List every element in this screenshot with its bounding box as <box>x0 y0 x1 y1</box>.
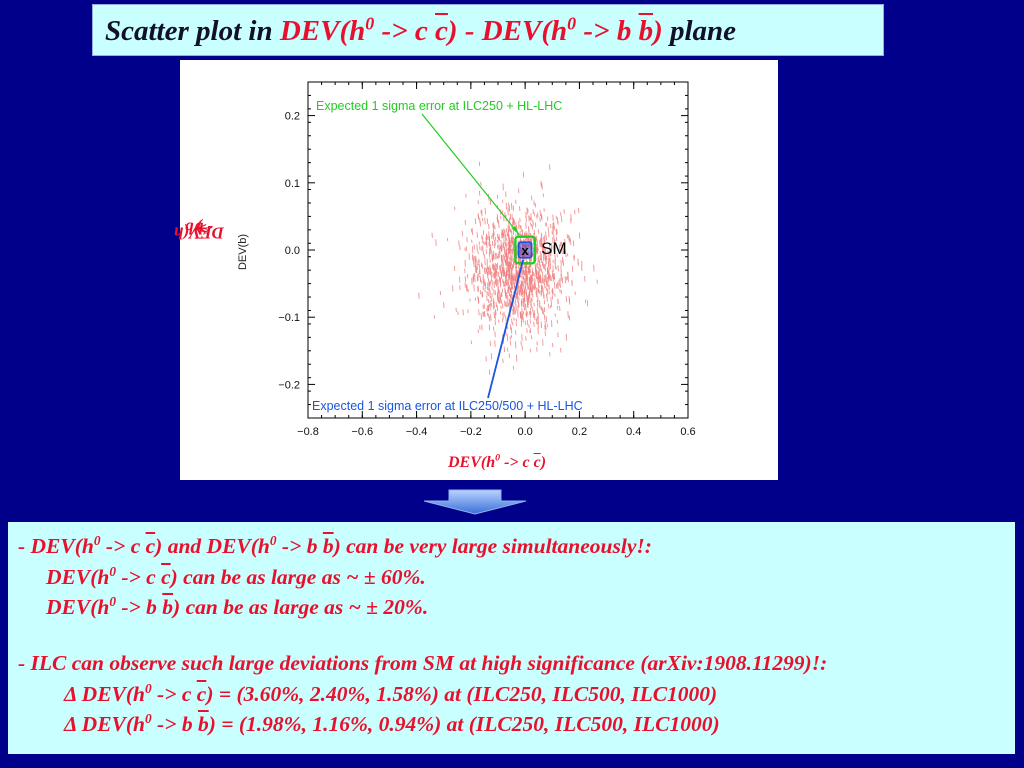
green-annotation: Expected 1 sigma error at ILC250 + HL-LH… <box>316 99 562 113</box>
y-tick-label: 0.1 <box>285 178 300 190</box>
x-tick-label: 0.6 <box>680 426 695 438</box>
y-tick-label: 0.0 <box>285 245 300 257</box>
slide-title: Scatter plot in DEV(h0 -> c c) - DEV(h0 … <box>105 13 737 48</box>
plot-border <box>307 81 689 419</box>
note-line-3: DEV(h0 -> b b) can be as large as ~ ± 20… <box>46 593 429 619</box>
down-arrow-icon <box>423 489 527 515</box>
sm-label: SM <box>541 239 567 258</box>
x-tick-label: 0.2 <box>572 426 587 438</box>
title-suffix: plane <box>662 15 737 47</box>
y-tick-label: −0.2 <box>278 379 300 391</box>
green-arrow-head <box>512 225 520 235</box>
sm-point-marker: x <box>522 243 530 258</box>
x-tick-label: −0.8 <box>297 426 319 438</box>
plot-frame <box>307 81 689 419</box>
x-axis-label: DEV(h0 -> c c) <box>448 452 547 471</box>
note-line-4: - ILC can observe such large deviations … <box>18 651 828 675</box>
y-tick-label: −0.1 <box>278 312 300 324</box>
note-line-1: - DEV(h0 -> c c) and DEV(h0 -> b b) can … <box>18 532 652 558</box>
x-tick-label: −0.6 <box>351 426 373 438</box>
x-tick-label: 0.4 <box>626 426 641 438</box>
y-tick-label: 0.2 <box>285 111 300 123</box>
x-tick-label: −0.4 <box>406 426 428 438</box>
annotation-layer: x SM Expected 1 sigma error at ILC250 + HL… <box>312 99 583 413</box>
title-dev-cc: DEV(h0 -> c c) - DEV(h0 -> b b) <box>279 13 663 47</box>
plot-panel: x SM Expected 1 sigma error at ILC250 + HL… <box>180 60 778 480</box>
x-tick-label: 0.0 <box>517 426 532 438</box>
scatter-plot: x SM Expected 1 sigma error at ILC250 + HL… <box>278 81 696 438</box>
note-line-6: Δ DEV(h0 -> b b) = (1.98%, 1.16%, 0.94%)… <box>64 710 720 736</box>
tick-labels: −0.8 −0.6 −0.4 −0.2 0.0 0.2 0.4 0.6 0.2 0.1 0.0 −0.… <box>278 111 695 438</box>
blue-annotation: Expected 1 sigma error at ILC250/500 + H… <box>312 399 583 413</box>
blue-arrow <box>487 259 525 399</box>
title-prefix: Scatter plot in <box>105 15 280 47</box>
note-line-2: DEV(h0 -> c c) can be as large as ~ ± 60… <box>46 563 426 589</box>
scatter-points <box>418 161 598 375</box>
title-box: Scatter plot in DEV(h0 -> c c) - DEV(h0 … <box>92 4 884 56</box>
x-tick-label: −0.2 <box>460 426 482 438</box>
note-line-5: Δ DEV(h0 -> c c) = (3.60%, 2.40%, 1.58%)… <box>64 680 718 706</box>
green-arrow <box>421 113 520 236</box>
green-error-box <box>514 235 537 265</box>
notes-box: - DEV(h0 -> c c) and DEV(h0 -> b b) can … <box>8 522 1015 754</box>
blue-error-box <box>517 241 533 259</box>
